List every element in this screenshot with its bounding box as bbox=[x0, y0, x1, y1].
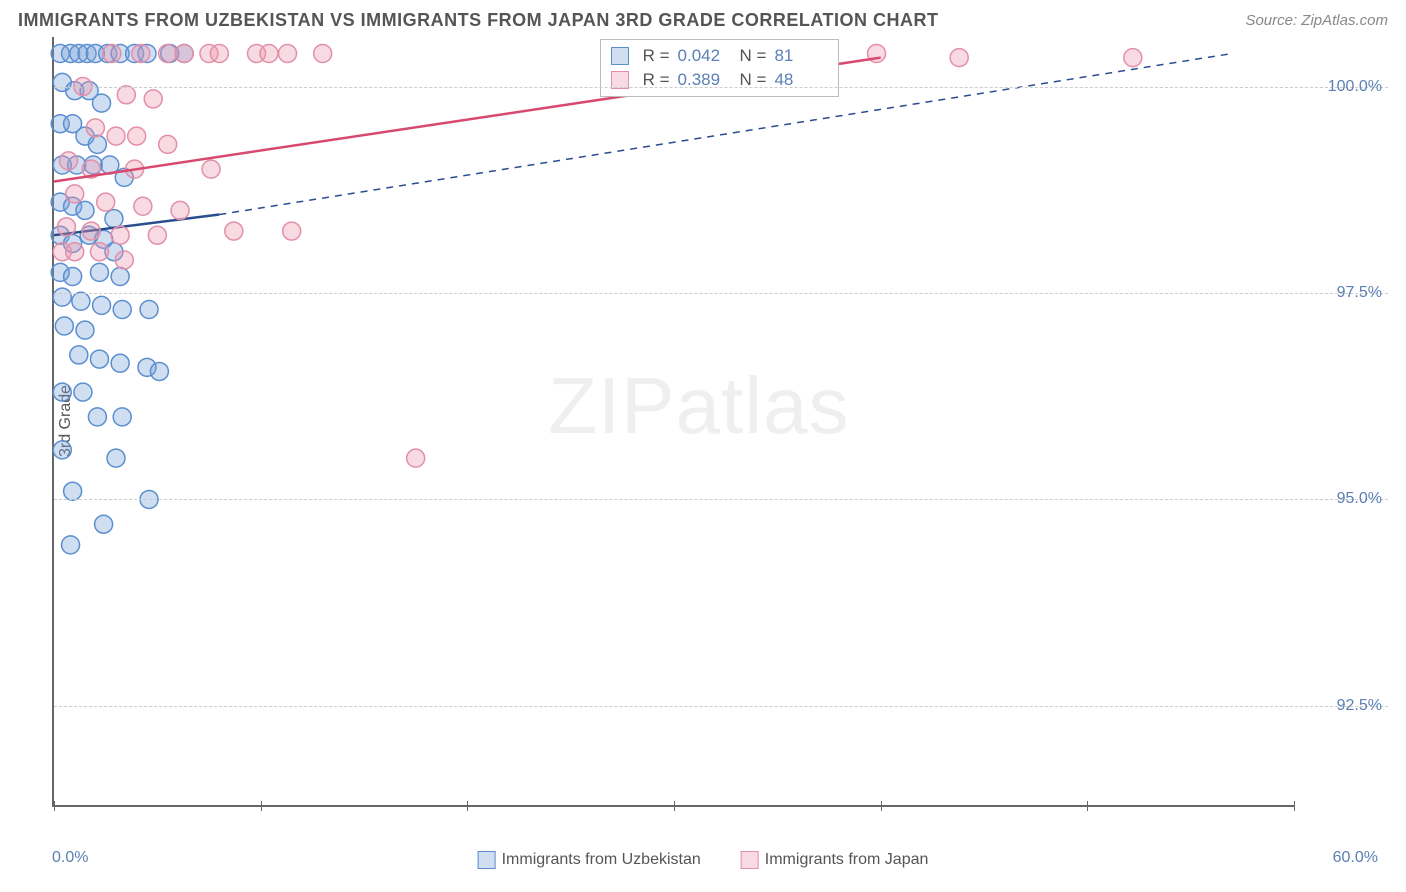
x-axis-max-label: 60.0% bbox=[1333, 849, 1378, 867]
legend-row-japan: R = 0.389 N = 48 bbox=[611, 68, 829, 92]
gridline bbox=[54, 293, 1388, 294]
x-tick bbox=[261, 801, 262, 811]
x-tick bbox=[881, 801, 882, 811]
legend-item-uzbekistan: Immigrants from Uzbekistan bbox=[478, 851, 701, 869]
gridline bbox=[54, 706, 1388, 707]
series-legend: Immigrants from Uzbekistan Immigrants fr… bbox=[478, 851, 929, 869]
plot-area: 3rd Grade ZIPatlas R = 0.042 N = 81 R = … bbox=[52, 37, 1294, 807]
legend-label: Immigrants from Japan bbox=[765, 851, 929, 868]
chart-source: Source: ZipAtlas.com bbox=[1245, 12, 1388, 29]
chart-container: 3rd Grade ZIPatlas R = 0.042 N = 81 R = … bbox=[18, 37, 1388, 807]
x-tick bbox=[467, 801, 468, 811]
x-axis-min-label: 0.0% bbox=[52, 849, 88, 867]
swatch-uzbekistan bbox=[478, 851, 496, 869]
chart-title: IMMIGRANTS FROM UZBEKISTAN VS IMMIGRANTS… bbox=[18, 10, 938, 31]
n-label: N = bbox=[740, 46, 767, 66]
legend-label: Immigrants from Uzbekistan bbox=[502, 851, 701, 868]
correlation-legend: R = 0.042 N = 81 R = 0.389 N = 48 bbox=[600, 39, 840, 97]
x-tick bbox=[1294, 801, 1295, 811]
x-tick bbox=[1087, 801, 1088, 811]
x-tick bbox=[54, 801, 55, 811]
r-value: 0.042 bbox=[678, 46, 732, 66]
chart-header: IMMIGRANTS FROM UZBEKISTAN VS IMMIGRANTS… bbox=[0, 0, 1406, 37]
gridline bbox=[54, 499, 1388, 500]
y-tick-label: 97.5% bbox=[1337, 284, 1382, 302]
y-tick-label: 95.0% bbox=[1337, 490, 1382, 508]
swatch-uzbekistan bbox=[611, 47, 629, 65]
y-tick-label: 92.5% bbox=[1337, 697, 1382, 715]
plot-svg bbox=[54, 37, 1294, 805]
x-tick bbox=[674, 801, 675, 811]
y-tick-label: 100.0% bbox=[1328, 78, 1382, 96]
n-value: 81 bbox=[774, 46, 828, 66]
legend-item-japan: Immigrants from Japan bbox=[741, 851, 929, 869]
r-label: R = bbox=[643, 46, 670, 66]
gridline bbox=[54, 87, 1388, 88]
legend-row-uzbekistan: R = 0.042 N = 81 bbox=[611, 44, 829, 68]
swatch-japan bbox=[741, 851, 759, 869]
